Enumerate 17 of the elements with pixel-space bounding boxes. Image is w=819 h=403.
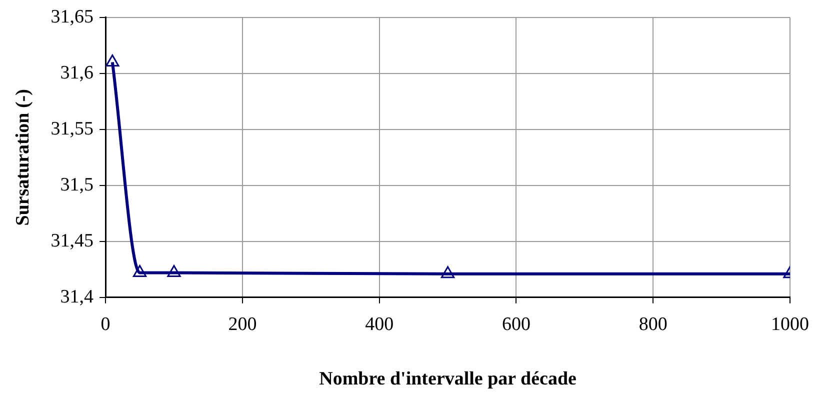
x-tick-label: 600 — [502, 314, 530, 335]
point — [132, 265, 147, 278]
y-tick-label: 31,4 — [60, 286, 94, 308]
y-tick-label: 31,6 — [60, 62, 94, 84]
y-tick-label: 31,65 — [50, 6, 94, 28]
x-axis-title: Nombre d'intervalle par décade — [319, 368, 576, 390]
x-tick-label: 400 — [365, 314, 394, 335]
x-tick-label: 1000 — [771, 314, 809, 335]
x-tick-label: 800 — [638, 314, 668, 335]
point — [106, 54, 120, 66]
y-tick-label: 31,5 — [60, 174, 94, 196]
y-tick-label: 31,55 — [50, 118, 94, 140]
y-axis-title: Sursaturation (-) — [12, 89, 34, 226]
y-tick-label: 31,45 — [50, 230, 94, 252]
x-tick-label: 0 — [100, 314, 110, 335]
x-tick-label: 200 — [228, 314, 257, 335]
point — [167, 265, 181, 278]
